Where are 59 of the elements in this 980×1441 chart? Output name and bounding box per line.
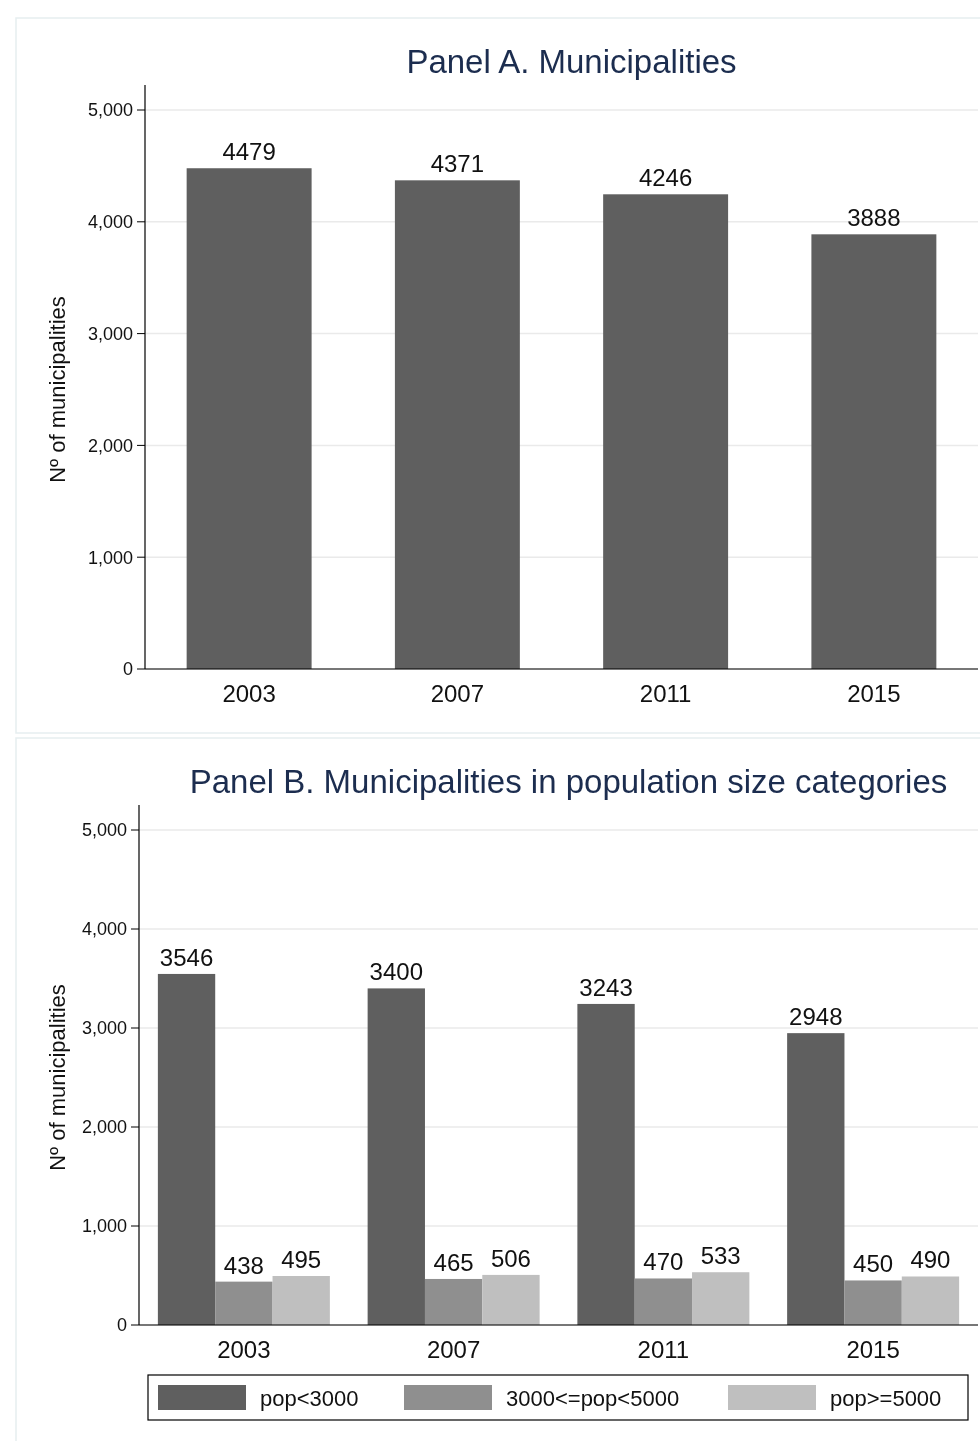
data-label: 470 bbox=[643, 1248, 684, 1276]
bar bbox=[272, 1275, 330, 1325]
data-label: 465 bbox=[433, 1248, 474, 1276]
bar bbox=[186, 168, 312, 669]
legend-label: 3000<=pop<5000 bbox=[506, 1385, 680, 1411]
data-label: 490 bbox=[910, 1246, 951, 1274]
data-label: 3888 bbox=[847, 204, 901, 232]
legend-label: pop>=5000 bbox=[830, 1385, 942, 1411]
x-tick-label: 2015 bbox=[846, 1336, 900, 1363]
bar bbox=[692, 1272, 750, 1325]
x-tick-label: 2015 bbox=[847, 680, 901, 707]
y-tick-label: 2,000 bbox=[81, 1117, 127, 1138]
bar bbox=[394, 180, 520, 669]
bar bbox=[634, 1278, 693, 1325]
data-label: 438 bbox=[223, 1251, 264, 1279]
y-tick-label: 0 bbox=[122, 659, 133, 680]
data-label: 4479 bbox=[222, 138, 276, 166]
bar bbox=[811, 234, 937, 669]
bar bbox=[577, 1003, 635, 1325]
data-label: 3546 bbox=[159, 943, 214, 971]
bar bbox=[482, 1274, 540, 1325]
bar bbox=[367, 988, 425, 1325]
data-label: 2948 bbox=[789, 1003, 843, 1031]
chart-title: Panel B. Municipalities in population size categories bbox=[189, 763, 948, 800]
bar bbox=[844, 1280, 902, 1325]
x-tick-label: 2011 bbox=[639, 680, 692, 707]
bar bbox=[215, 1281, 273, 1325]
bar bbox=[424, 1278, 483, 1325]
y-tick-label: 4,000 bbox=[81, 919, 127, 940]
y-tick-label: 2,000 bbox=[87, 435, 133, 456]
y-axis-title: Nº of municipalities bbox=[45, 296, 70, 483]
data-label: 506 bbox=[490, 1244, 531, 1272]
x-tick-label: 2011 bbox=[637, 1336, 690, 1363]
bar bbox=[603, 194, 729, 669]
data-label: 4371 bbox=[430, 150, 485, 178]
data-label: 495 bbox=[281, 1245, 322, 1273]
y-tick-label: 5,000 bbox=[87, 100, 133, 121]
data-label: 3400 bbox=[369, 958, 423, 986]
y-tick-label: 4,000 bbox=[87, 212, 133, 233]
bar bbox=[157, 973, 216, 1325]
y-tick-label: 5,000 bbox=[81, 820, 127, 841]
data-label: 450 bbox=[853, 1250, 894, 1278]
data-label: 4246 bbox=[638, 164, 693, 192]
bar bbox=[787, 1033, 845, 1325]
y-tick-label: 3,000 bbox=[87, 323, 133, 344]
legend-label: pop<3000 bbox=[260, 1385, 359, 1411]
y-tick-label: 3,000 bbox=[81, 1018, 127, 1039]
y-tick-label: 1,000 bbox=[87, 547, 133, 568]
y-axis-title: Nº of municipalities bbox=[45, 984, 70, 1171]
bar bbox=[901, 1276, 960, 1325]
data-label: 3243 bbox=[579, 973, 633, 1001]
chart-title: Panel A. Municipalities bbox=[406, 43, 737, 80]
y-tick-label: 1,000 bbox=[81, 1216, 127, 1237]
x-tick-label: 2003 bbox=[217, 1336, 271, 1363]
x-tick-label: 2007 bbox=[426, 1336, 481, 1363]
y-tick-label: 0 bbox=[116, 1315, 127, 1336]
x-tick-label: 2007 bbox=[430, 680, 485, 707]
data-label: 533 bbox=[700, 1242, 741, 1270]
x-tick-label: 2003 bbox=[222, 680, 276, 707]
